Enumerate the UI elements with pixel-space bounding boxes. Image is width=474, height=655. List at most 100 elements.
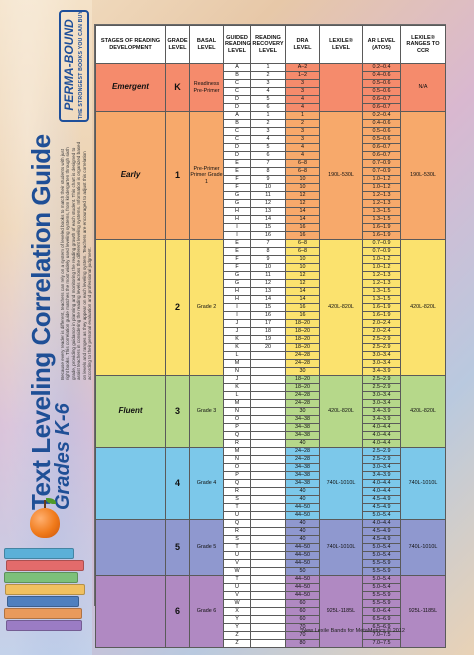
dra-cell: 10 (285, 183, 320, 192)
header-basal: BASAL LEVEL (189, 25, 224, 64)
table-row: 2 Grade 2 E 7 6–8 420L-820L 0.7–0.9 420L-820L (95, 239, 446, 376)
recovery-cell (250, 407, 286, 416)
ar-cell: 0.5–0.6 (362, 135, 401, 144)
table-row: I 15 16 1.6–1.9 (96, 303, 446, 312)
dra-cell: 40 (285, 527, 320, 536)
recovery-cell: 15 (250, 303, 286, 312)
table-row: Y 70 6.5–6.9 (96, 623, 446, 632)
lexile-cell: 420L-820L (319, 375, 363, 448)
guided-cell: G (223, 191, 251, 200)
ar-cell: 0.4–0.6 (362, 119, 401, 128)
recovery-cell: 4 (250, 87, 286, 96)
ar-cell: 4.0–4.4 (362, 479, 401, 488)
dra-cell: 18–20 (285, 335, 320, 344)
ar-cell: 5.5–5.9 (362, 567, 401, 576)
apple-stem-icon (44, 500, 46, 508)
recovery-cell (250, 471, 286, 480)
ccr-cell: 190L-530L (400, 111, 446, 240)
ar-cell: 1.3–1.5 (362, 295, 401, 304)
recovery-cell (250, 431, 286, 440)
recovery-cell: 1 (250, 111, 286, 120)
recovery-cell: 1 (250, 63, 286, 72)
recovery-cell (250, 463, 286, 472)
basal-cell: Grade 4 (189, 447, 224, 520)
dra-cell: 16 (285, 303, 320, 312)
correlation-table: STAGES OF READING DEVELOPMENT GRADE LEVE… (95, 25, 446, 648)
ccr-cell: 420L-820L (400, 375, 446, 448)
guided-cell: K (223, 335, 251, 344)
header-ar: AR LEVEL (ATOS) (362, 25, 401, 64)
stage-cell (95, 447, 166, 520)
ar-cell: 3.4–3.9 (362, 407, 401, 416)
dra-cell: 4 (285, 103, 320, 112)
guided-cell: C (223, 79, 251, 88)
table-row: 5 Grade 5 Q 40 740L-1010L 4.0–4.4 740L-1010L (95, 519, 446, 576)
guided-cell: K (223, 343, 251, 352)
grade-cell: 1 (165, 111, 190, 240)
ar-cell: 4.5–4.9 (362, 503, 401, 512)
recovery-cell (250, 583, 286, 592)
guided-cell: I (223, 231, 251, 240)
ar-cell: 3.0–3.4 (362, 463, 401, 472)
ar-cell: 1.6–1.9 (362, 223, 401, 232)
header-dra: DRA LEVEL (285, 25, 320, 64)
dra-cell: A–2 (285, 63, 320, 72)
dra-cell: 18–20 (285, 327, 320, 336)
table-row: F 9 10 1.0–1.2 (96, 255, 446, 264)
recovery-cell: 20 (250, 343, 286, 352)
dra-cell: 24–28 (285, 391, 320, 400)
guided-cell: D (223, 151, 251, 160)
lexile-cell: 420L-820L (319, 239, 363, 376)
lexile-cell: 740L-1010L (319, 519, 363, 576)
guided-cell: V (223, 591, 251, 600)
recovery-cell: 7 (250, 159, 286, 168)
guided-cell: O (223, 463, 251, 472)
recovery-cell: 9 (250, 175, 286, 184)
dra-cell: 44–50 (285, 551, 320, 560)
basal-cell: Readiness Pre-Primer (189, 63, 224, 112)
table-row: Early 1 Pre-Primer Primer Grade 1 A 1 1 190L-5… (95, 111, 446, 240)
stage-cell (95, 239, 166, 376)
ar-cell: 1.3–1.5 (362, 215, 401, 224)
ar-cell: 0.2–0.4 (362, 63, 401, 72)
guided-cell: C (223, 135, 251, 144)
guided-cell: M (223, 399, 251, 408)
dra-cell: 16 (285, 231, 320, 240)
guided-cell: H (223, 215, 251, 224)
dra-cell: 44–50 (285, 511, 320, 520)
dra-cell: 44–50 (285, 503, 320, 512)
ar-cell: 0.6–0.7 (362, 151, 401, 160)
dra-cell: 40 (285, 535, 320, 544)
guided-cell: N (223, 367, 251, 376)
guided-cell: E (223, 247, 251, 256)
ar-cell: 1.3–1.5 (362, 207, 401, 216)
ar-cell: 1.0–1.2 (362, 263, 401, 272)
dra-cell: 4 (285, 151, 320, 160)
recovery-cell (250, 511, 286, 520)
guided-cell: Z (223, 631, 251, 640)
table-row: R 40 4.0–4.4 (96, 487, 446, 496)
recovery-cell (250, 375, 286, 384)
ar-cell: 3.0–3.4 (362, 399, 401, 408)
apple-leaf-icon (46, 498, 56, 504)
guided-cell: S (223, 535, 251, 544)
ar-cell: 1.6–1.9 (362, 303, 401, 312)
guided-cell: K (223, 383, 251, 392)
guided-cell: T (223, 543, 251, 552)
table-row: W 60 5.5–5.9 (96, 599, 446, 608)
ccr-cell: 740L-1010L (400, 519, 446, 576)
table-row: M 24–28 3.0–3.4 (96, 399, 446, 408)
header-guided: GUIDED READING LEVEL (223, 25, 251, 64)
dra-cell: 6–8 (285, 159, 320, 168)
dra-cell: 10 (285, 175, 320, 184)
ar-cell: 0.2–0.4 (362, 111, 401, 120)
ar-cell: 3.0–3.4 (362, 351, 401, 360)
dra-cell: 12 (285, 199, 320, 208)
recovery-cell: 6 (250, 151, 286, 160)
guided-cell: I (223, 303, 251, 312)
recovery-cell (250, 559, 286, 568)
recovery-cell: 2 (250, 71, 286, 80)
ar-cell: 3.4–3.9 (362, 367, 401, 376)
apple-icon (30, 508, 60, 538)
brand-tagline: THE STRONGEST BOOKS YOU CAN BUY (78, 10, 84, 120)
